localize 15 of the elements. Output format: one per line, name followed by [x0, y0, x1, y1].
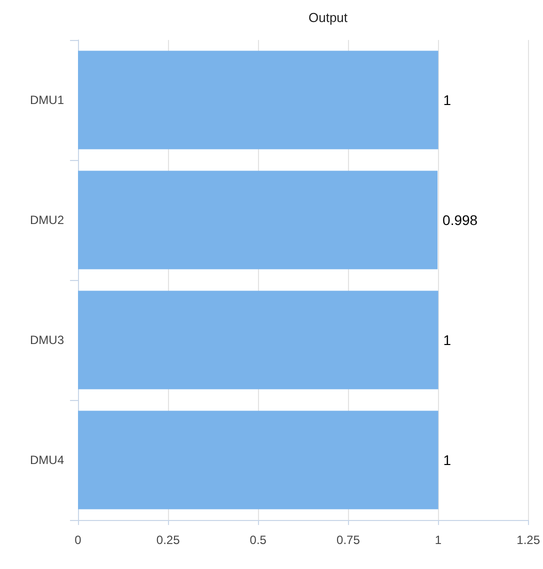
- y-tick-label: DMU4: [30, 453, 64, 467]
- x-tick-label: 1: [434, 533, 442, 547]
- y-tick-label: DMU1: [30, 93, 64, 107]
- y-tick-label: DMU2: [30, 213, 64, 227]
- data-label: 1: [443, 332, 452, 348]
- y-tick-label: DMU3: [30, 333, 64, 347]
- data-label: 0.998: [442, 212, 478, 228]
- chart-title: Output: [308, 10, 348, 25]
- x-tick-label: 0.5: [250, 533, 267, 547]
- x-tick-label: 1.25: [516, 533, 540, 547]
- x-tick-label: 0: [74, 533, 82, 547]
- data-label: 1: [443, 452, 452, 468]
- x-tick-label: 0.75: [336, 533, 360, 547]
- data-label: 1: [443, 92, 452, 108]
- x-tick-label: 0.25: [156, 533, 180, 547]
